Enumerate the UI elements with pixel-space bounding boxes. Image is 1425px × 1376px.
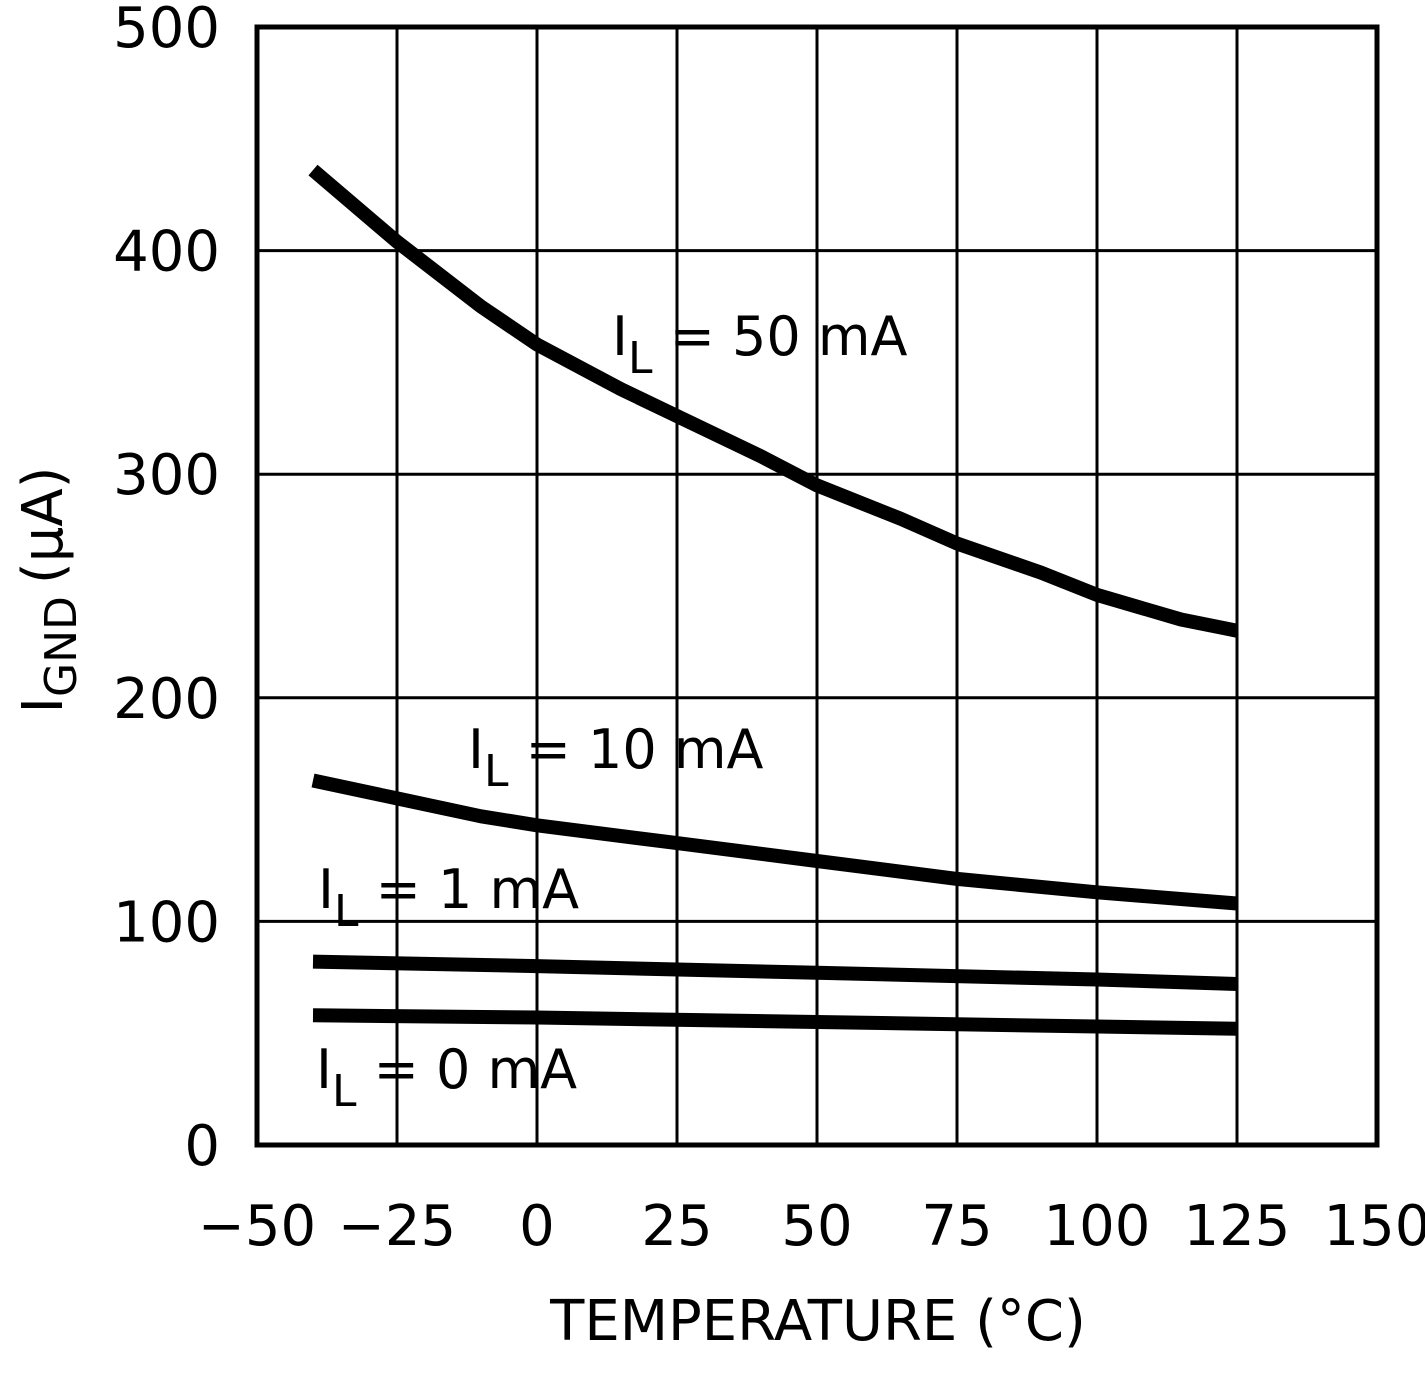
y-tick-label: 200 (113, 667, 220, 732)
y-axis-title: IGND (μA) (11, 466, 87, 713)
series-line-2 (312, 954, 1238, 991)
x-tick-label: −50 (198, 1194, 316, 1259)
x-tick-label: 75 (921, 1194, 992, 1259)
series-line-0 (308, 164, 1239, 638)
x-axis-title: TEMPERATURE (°C) (549, 1289, 1086, 1354)
series-label-1ma: IL = 1 mA (318, 858, 579, 937)
x-tick-label: 125 (1184, 1194, 1291, 1259)
y-tick-label: 100 (113, 890, 220, 955)
x-tick-label: 50 (781, 1194, 852, 1259)
y-tick-label: 500 (113, 0, 220, 61)
x-tick-label: 100 (1044, 1194, 1151, 1259)
x-tick-label: −25 (338, 1194, 456, 1259)
y-tick-label: 300 (113, 443, 220, 508)
grid-lines (257, 27, 1377, 1145)
series-label-0ma: IL = 0 mA (316, 1038, 577, 1117)
y-tick-label: 0 (184, 1114, 220, 1179)
svg-text:IGND(μA): IGND (μA) (11, 466, 87, 713)
x-tick-label: 150 (1324, 1194, 1425, 1259)
y-axis-title-unit: (μA) (11, 466, 76, 584)
series-lines (308, 164, 1239, 1036)
y-axis-title-sub: GND (36, 596, 87, 697)
series-label-50ma: IL = 50 mA (612, 305, 908, 384)
y-tick-labels: 0 100 200 300 400 500 (113, 0, 220, 1179)
x-tick-labels: −50 −25 0 25 50 75 100 125 150 (198, 1194, 1425, 1259)
series-line-3 (312, 1008, 1238, 1036)
x-tick-label: 0 (519, 1194, 555, 1259)
plot-frame (254, 24, 1380, 1148)
x-tick-label: 25 (641, 1194, 712, 1259)
series-line-1 (311, 773, 1238, 911)
y-tick-label: 400 (113, 220, 220, 285)
y-axis-title-main: I (11, 697, 76, 714)
series-label-10ma: IL = 10 mA (468, 718, 764, 797)
